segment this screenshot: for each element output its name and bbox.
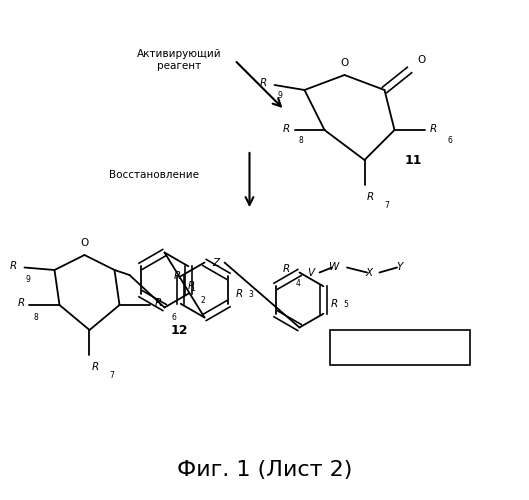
Text: 11: 11 [405,154,422,166]
Text: 12: 12 [171,324,188,336]
Text: 9: 9 [26,275,31,284]
Text: R: R [10,261,17,271]
Text: 7: 7 [385,201,389,210]
Text: V: V [307,268,314,278]
Text: 7: 7 [110,371,114,380]
Bar [330,330,470,365]
Text: R: R [154,298,162,308]
Text: 6: 6 [447,136,452,145]
Text: X: X [366,268,373,278]
Text: 1: 1 [190,284,195,292]
Text: R: R [331,298,338,308]
Text: V = кислород: V = кислород [362,342,437,352]
Text: O: O [80,238,89,248]
Text: 8: 8 [298,136,303,145]
Text: R: R [188,281,195,291]
Text: R: R [283,264,290,274]
Text: R: R [92,362,99,372]
Text: R: R [430,124,437,134]
Text: R: R [260,78,267,88]
Text: 5: 5 [343,300,348,309]
Text: 6: 6 [172,312,177,322]
Text: R: R [236,289,243,298]
Text: Активирующий
реагент: Активирующий реагент [137,49,222,71]
Text: R: R [367,192,374,202]
Text: W: W [330,262,340,272]
Text: Восстановление: Восстановление [110,170,199,180]
Text: 8: 8 [33,312,38,322]
Text: R: R [282,124,289,134]
Text: Y: Y [396,262,403,272]
Text: Фиг. 1 (Лист 2): Фиг. 1 (Лист 2) [177,460,352,480]
Text: R: R [17,298,24,308]
Text: O: O [340,58,349,68]
Text: 2: 2 [200,296,205,305]
Text: 9: 9 [277,91,282,100]
Text: O: O [417,55,425,65]
Text: 3: 3 [248,290,253,299]
Text: R: R [174,271,181,281]
Text: Z: Z [212,258,219,268]
Text: 4: 4 [296,279,300,288]
